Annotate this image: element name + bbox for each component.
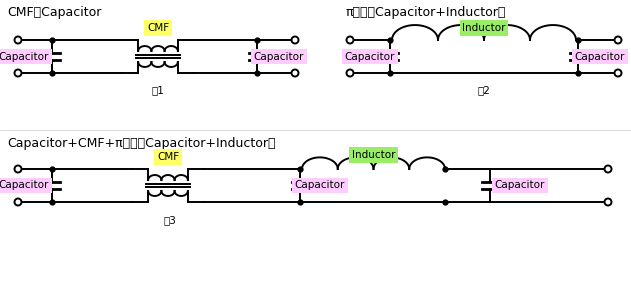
Text: Capacitor: Capacitor xyxy=(254,52,304,62)
Text: CMF: CMF xyxy=(157,152,179,162)
Text: π型　（Capacitor+Inductor）: π型 （Capacitor+Inductor） xyxy=(345,6,505,19)
Text: Capacitor: Capacitor xyxy=(495,180,545,190)
Circle shape xyxy=(604,166,611,172)
Circle shape xyxy=(292,70,298,76)
Circle shape xyxy=(292,36,298,44)
Text: Capacitor: Capacitor xyxy=(0,180,49,190)
Text: Capacitor: Capacitor xyxy=(345,52,395,62)
Text: Inductor: Inductor xyxy=(351,150,395,160)
Circle shape xyxy=(15,36,21,44)
Text: Capacitor: Capacitor xyxy=(295,180,345,190)
Text: CMF＋Capacitor: CMF＋Capacitor xyxy=(7,6,102,19)
Text: Capacitor+CMF+π型　（Capacitor+Inductor）: Capacitor+CMF+π型 （Capacitor+Inductor） xyxy=(7,137,276,150)
Text: Inductor: Inductor xyxy=(463,23,506,33)
Circle shape xyxy=(604,198,611,205)
Circle shape xyxy=(15,166,21,172)
Circle shape xyxy=(615,36,622,44)
Text: 図1: 図1 xyxy=(151,85,165,95)
Circle shape xyxy=(15,70,21,76)
Circle shape xyxy=(615,70,622,76)
Text: Capacitor: Capacitor xyxy=(0,52,49,62)
Text: CMF: CMF xyxy=(147,23,169,33)
Circle shape xyxy=(346,70,353,76)
Text: 図2: 図2 xyxy=(478,85,490,95)
Text: Capacitor: Capacitor xyxy=(575,52,625,62)
Text: 図3: 図3 xyxy=(163,215,177,225)
Circle shape xyxy=(15,198,21,205)
Circle shape xyxy=(346,36,353,44)
